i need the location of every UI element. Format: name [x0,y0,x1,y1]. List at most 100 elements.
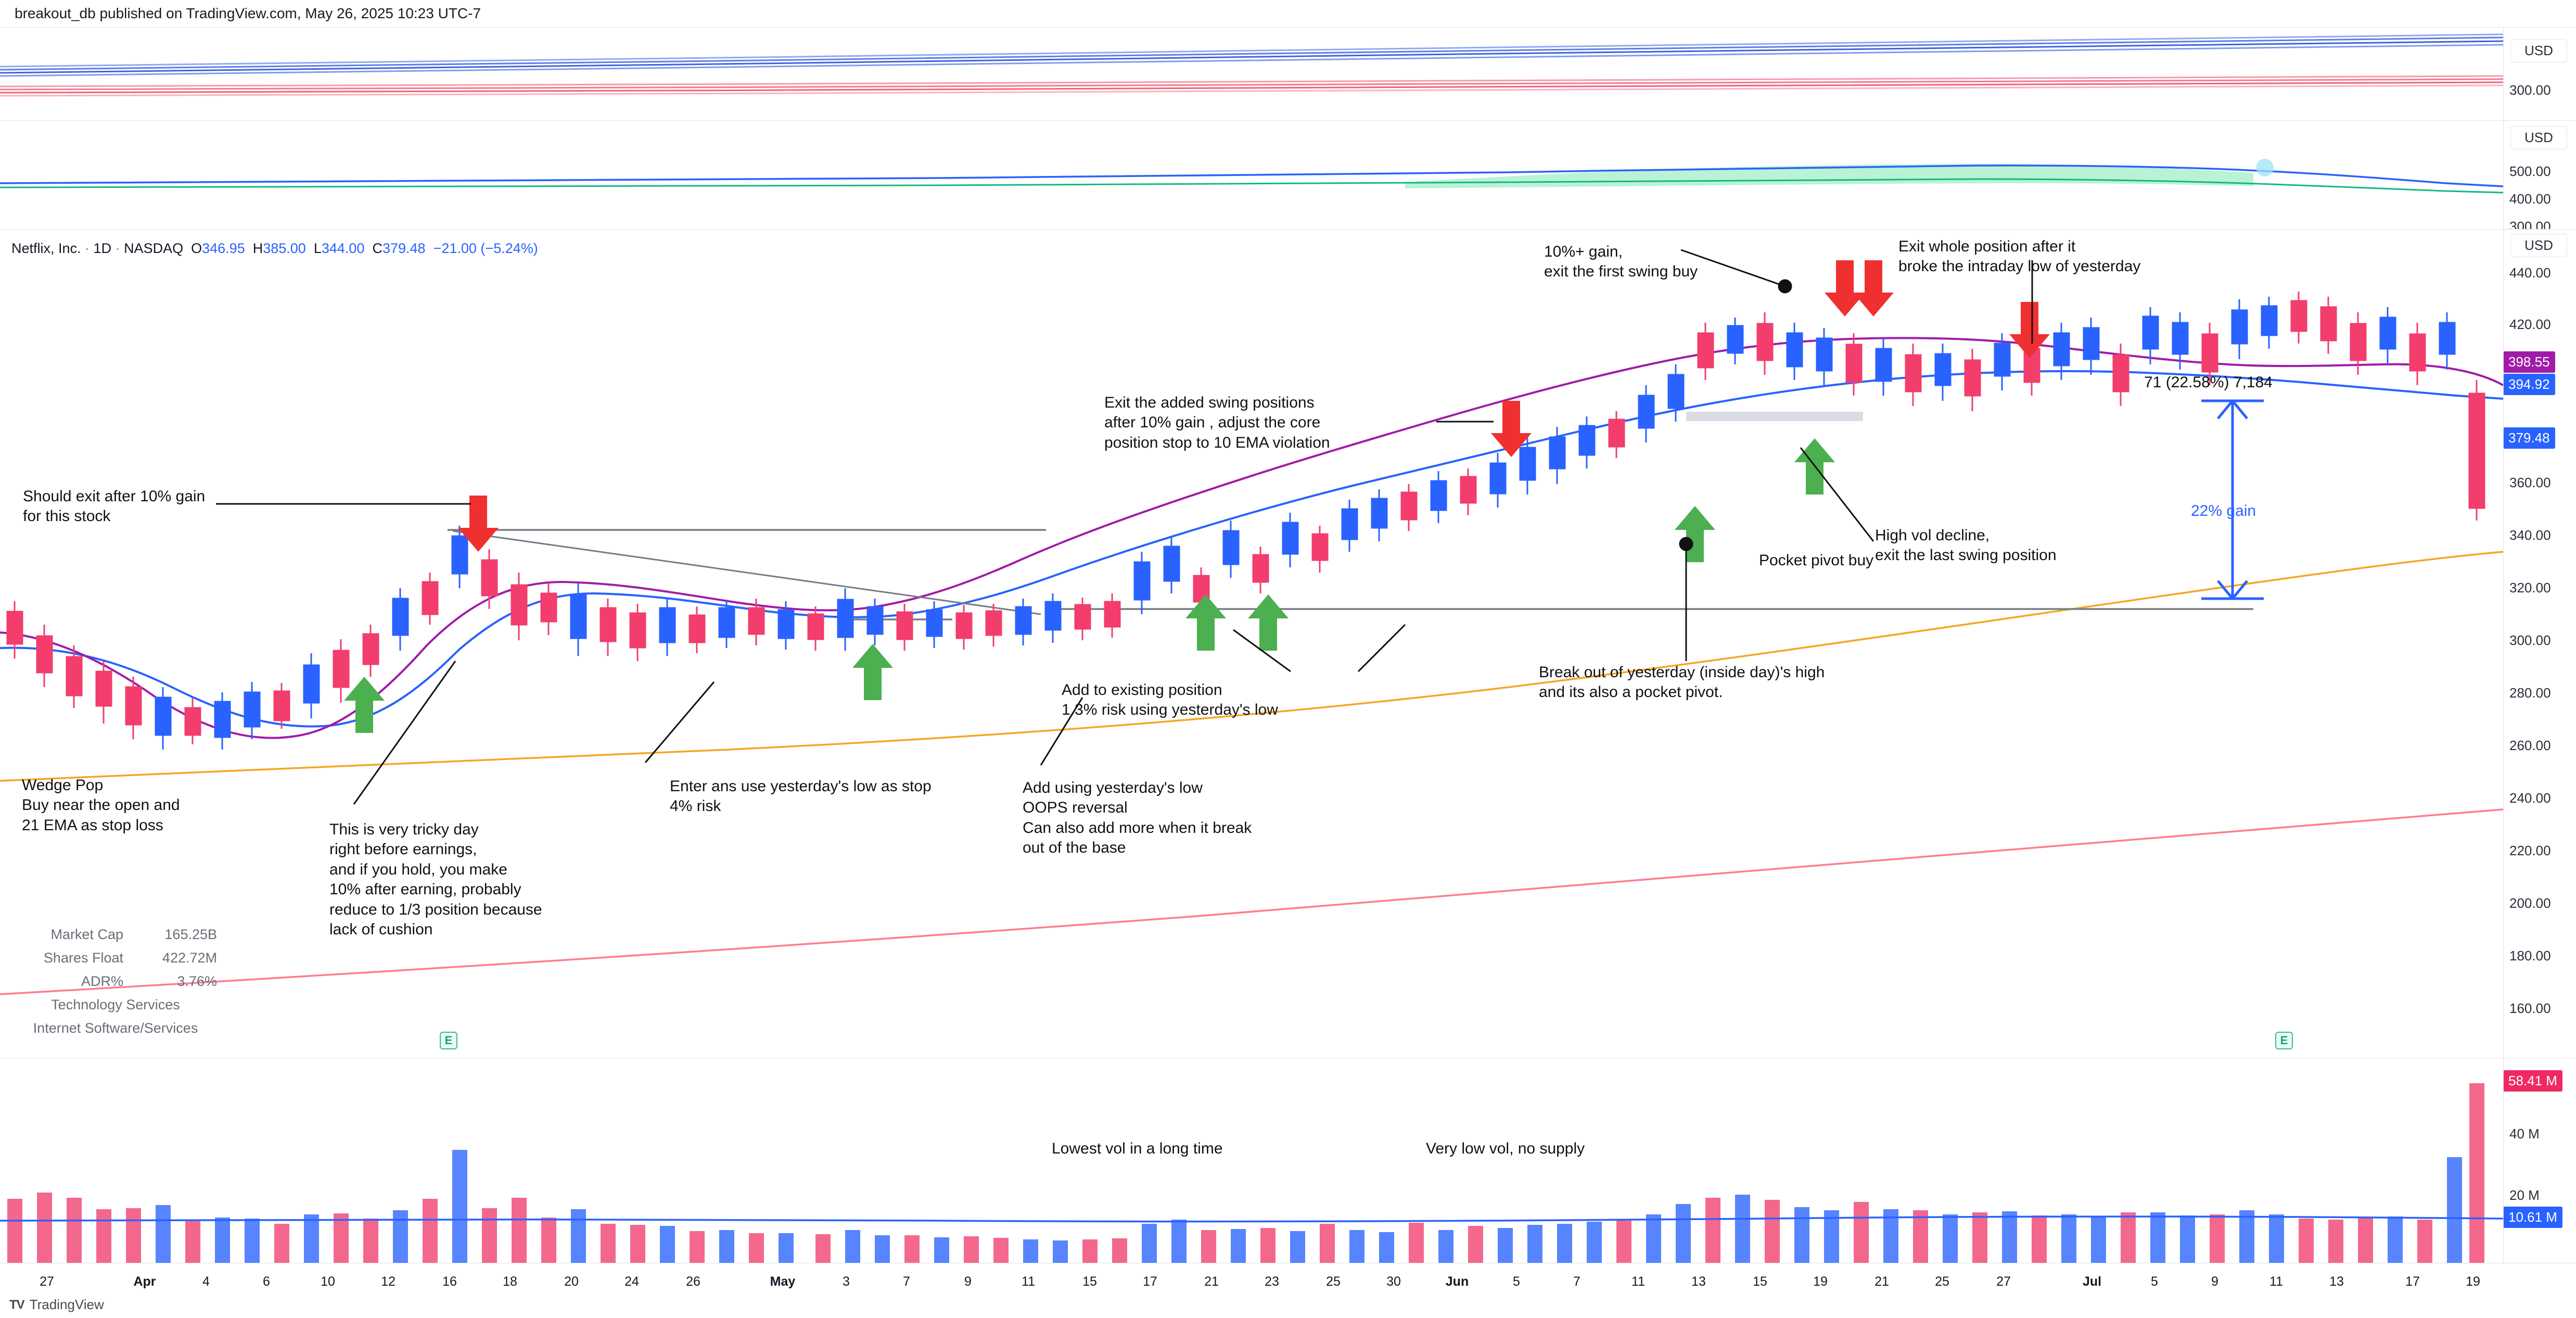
volume-price-axis[interactable]: 58.41 M 40 M 20 M 10.61 M [2503,1058,2576,1263]
date-tick-37: 17 [2405,1274,2420,1289]
volume-ma [0,1215,2504,1223]
annotation-tricky-day[interactable]: This is very tricky day right before earn… [329,820,542,940]
pane-rs-price-axis[interactable]: USD 500.00 400.00 300.00 [2503,121,2576,234]
pane-rs-tick-1: 400.00 [2509,191,2551,207]
price-tick-420: 420.00 [2509,316,2551,332]
annotation-add-yesterday-low[interactable]: Add using yesterday's low OOPS reversal Ca… [1023,778,1252,858]
stat-row: Market Cap 165.25B [11,927,220,943]
pane-rs-tick-0: 500.00 [2509,163,2551,179]
annotation-line: and its also a pocket pivot. [1539,683,1723,701]
price-tick-340: 340.00 [2509,527,2551,543]
ma-21-ema [0,370,2504,728]
date-tick-2: 4 [202,1274,210,1289]
pane-volume[interactable] [0,1058,2503,1263]
sell-arrow-4 [1853,260,1894,316]
date-tick-36: 13 [2329,1274,2344,1289]
earnings-marker-icon[interactable]: E [440,1032,457,1049]
volume-chart-graphics [0,1083,2504,1263]
symbol-interval: 1D [93,240,112,256]
date-tick-33: 5 [2151,1274,2158,1289]
sell-arrow-3 [1825,260,1865,316]
annotation-pocket-pivot-buy[interactable]: Pocket pivot buy [1759,551,1873,571]
date-tick-15: 11 [1022,1274,1035,1289]
date-tick-1: Apr [133,1274,156,1289]
price-tick-440: 440.00 [2509,265,2551,281]
annotation-line: Pocket pivot buy [1759,552,1874,569]
buy-arrow-4 [1248,594,1289,651]
ohlc-o-label: O [191,240,202,256]
measure-readout: 71 (22.58%) 7,184 [2144,374,2273,391]
annotation-exit-whole-position[interactable]: Exit whole position after it broke the in… [1898,237,2140,277]
price-tick-280: 280.00 [2509,685,2551,701]
annotation-line: Lowest vol in a long time [1052,1140,1223,1157]
annotation-leaders [216,249,2033,805]
date-tick-25: 11 [1631,1274,1645,1289]
price-chart-graphics [0,249,2504,1192]
date-tick-21: 30 [1386,1274,1401,1289]
downtrend-line [452,530,1041,615]
annotation-enter-stop[interactable]: Enter ans use yesterday's low as stop 4% … [670,777,932,817]
annotation-add-existing[interactable]: Add to existing position 1.3% risk using … [1062,680,1278,720]
axis-divider-main [2503,230,2504,1058]
stat-industry: Internet Software/Services [33,1020,198,1036]
annotation-exit-added-swing[interactable]: Exit the added swing positions after 10% … [1104,393,1330,453]
annotation-very-low-vol[interactable]: Very low vol, no supply [1426,1139,1585,1159]
annotation-high-vol-decline[interactable]: High vol decline, exit the last swing pos… [1875,526,2057,566]
sell-arrow-5 [2009,302,2050,358]
annotation-line: Exit the added swing positions [1104,394,1315,411]
ma-200 [0,808,2504,995]
earnings-marker-icon[interactable]: E [2275,1032,2293,1049]
annotation-line: broke the intraday low of yesterday [1898,258,2141,275]
stat-value: 3.76% [177,973,217,989]
annotation-line: 21 EMA as stop loss [22,816,163,834]
date-axis[interactable]: 27 Apr 4 6 10 12 16 18 20 24 26 May 3 7 9 11 15 17 21 23 25 3… [0,1263,2576,1294]
tradingview-brand: TradingView [29,1297,104,1312]
annotation-line: Enter ans use yesterday's low as stop [670,778,932,795]
date-tick-28: 19 [1813,1274,1828,1289]
annotation-line: Exit whole position after it [1898,238,2076,255]
annotation-line: after 10% gain , adjust the core [1104,414,1321,432]
date-tick-29: 21 [1874,1274,1889,1289]
ohlc-h-label: H [252,240,263,256]
annotation-line: 10% after earning, probably [329,881,521,898]
gain-label: 22% gain [2191,502,2256,519]
date-tick-13: 7 [903,1274,910,1289]
annotation-should-exit[interactable]: Should exit after 10% gain for this stock [23,487,205,527]
main-currency: USD [2510,234,2567,257]
price-tick-260: 260.00 [2509,738,2551,753]
price-tick-240: 240.00 [2509,790,2551,806]
date-tick-20: 25 [1326,1274,1341,1289]
annotation-line: Should exit after 10% gain [23,488,206,505]
publish-header: breakout_db published on TradingView.com… [0,0,2576,27]
price-tick-360: 360.00 [2509,475,2551,490]
price-tick-200: 200.00 [2509,895,2551,911]
annotation-lowest-vol[interactable]: Lowest vol in a long time [1052,1139,1223,1159]
main-price-axis[interactable]: USD 440.00 420.00 398.55 394.92 379.48 3… [2503,230,2576,1058]
annotation-line: 10%+ gain, [1544,243,1623,260]
ma-10-ema [0,337,2504,739]
price-badge-394: 394.92 [2503,374,2555,395]
annotation-line: and if you hold, you make [329,860,507,878]
pane-rs-graphics [0,159,2504,194]
stat-value: 165.25B [164,927,217,942]
date-tick-12: 3 [843,1274,850,1289]
annotation-line: 4% risk [670,797,721,815]
symbol-legend[interactable]: Netflix, Inc. · 1D · NASDAQ O346.95 H385… [11,240,538,256]
date-tick-6: 16 [442,1274,457,1289]
pane-top-price-axis[interactable]: USD 300.00 [2503,28,2576,120]
buy-arrow-2 [852,644,893,700]
annotation-line: exit the last swing position [1875,547,2057,564]
publish-header-text: breakout_db published on TradingView.com… [15,5,481,21]
date-tick-8: 20 [564,1274,579,1289]
annotation-ten-pct-gain[interactable]: 10%+ gain, exit the first swing buy [1544,242,1698,282]
annotation-line: OOPS reversal [1023,799,1128,817]
annotation-line: for this stock [23,508,111,525]
stat-key: Market Cap [50,927,123,942]
date-tick-19: 23 [1265,1274,1279,1289]
annotation-wedge-pop[interactable]: Wedge Pop Buy near the open and 21 EMA as … [22,776,180,835]
price-badge-379: 379.48 [2503,427,2555,449]
annotation-line: lack of cushion [329,920,433,938]
stat-key: Shares Float [43,950,123,966]
annotation-breakout-inside-day[interactable]: Break out of yesterday (inside day)'s hi… [1539,663,1825,703]
date-tick-11: May [770,1274,796,1289]
